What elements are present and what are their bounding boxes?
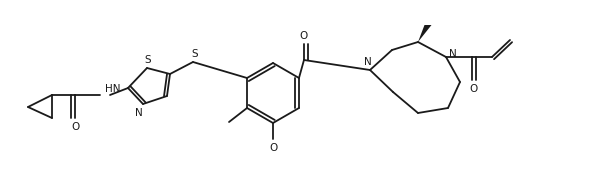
Text: N: N [135, 108, 143, 118]
Text: O: O [71, 122, 79, 132]
Text: N: N [364, 57, 372, 67]
Polygon shape [418, 25, 431, 42]
Text: S: S [145, 55, 152, 65]
Text: O: O [470, 84, 478, 94]
Text: O: O [300, 31, 308, 41]
Text: HN: HN [105, 84, 121, 94]
Text: O: O [269, 143, 277, 153]
Text: S: S [191, 49, 198, 59]
Text: N: N [449, 49, 457, 59]
